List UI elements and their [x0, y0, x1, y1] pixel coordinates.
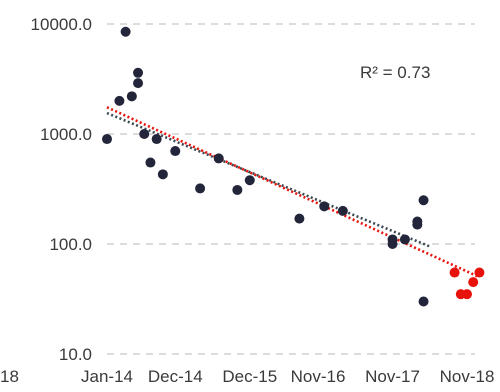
- dark-data-point: [102, 134, 112, 145]
- dark-data-point: [319, 201, 330, 212]
- x-tick-label: Jan-14: [81, 367, 133, 386]
- dark-data-point: [418, 195, 429, 206]
- x-tick-label: Dec-15: [222, 367, 277, 386]
- dark-data-point: [387, 239, 398, 249]
- dark-data-point: [244, 175, 255, 186]
- dark-data-point: [133, 67, 144, 78]
- dark-data-point: [418, 296, 429, 307]
- y-axis-ticks: 10000.0 1000.0 100.0 10.0: [31, 15, 92, 364]
- dark-data-point: [157, 169, 168, 180]
- trend-lines: [106, 106, 480, 279]
- x-tick-label: Nov-16: [291, 367, 346, 386]
- r-squared-annotation: R² = 0.73: [360, 63, 430, 82]
- grid-lines: [107, 23, 475, 355]
- dark-data-point: [294, 213, 305, 224]
- dark-data-point: [120, 26, 131, 37]
- dark-data-point: [114, 95, 125, 106]
- y-tick-label: 10000.0: [31, 15, 92, 34]
- dark-data-point: [126, 91, 137, 102]
- dark-data-point: [133, 78, 144, 89]
- dark-data-point: [213, 153, 224, 164]
- dark-data-point: [145, 157, 156, 168]
- y-tick-label: 10.0: [59, 345, 92, 364]
- red-data-point: [462, 289, 472, 300]
- red-trend-line: [106, 106, 480, 279]
- y-tick-label: 100.0: [49, 235, 92, 254]
- dark-data-point: [139, 129, 150, 139]
- dark-data-point: [170, 146, 181, 157]
- x-axis-ticks: Jan-14 Dec-14 Dec-15 Nov-16 Nov-17 Nov-18: [81, 367, 494, 386]
- dark-data-point: [337, 205, 348, 216]
- red-data-point: [449, 267, 460, 278]
- dark-data-point: [151, 134, 162, 145]
- dark-data-point: [412, 216, 423, 227]
- x-tick-clipped: 18: [0, 367, 19, 386]
- x-tick-label: Nov-17: [365, 367, 420, 386]
- y-tick-label: 1000.0: [40, 125, 92, 144]
- dark-data-point: [232, 184, 243, 195]
- data-points: [102, 26, 485, 307]
- red-data-point: [468, 277, 479, 288]
- red-data-point: [474, 267, 485, 278]
- dark-data-point: [399, 234, 410, 245]
- x-tick-label: Dec-14: [148, 367, 203, 386]
- dark-data-point: [195, 183, 206, 194]
- x-tick-label: Nov-18: [440, 367, 495, 386]
